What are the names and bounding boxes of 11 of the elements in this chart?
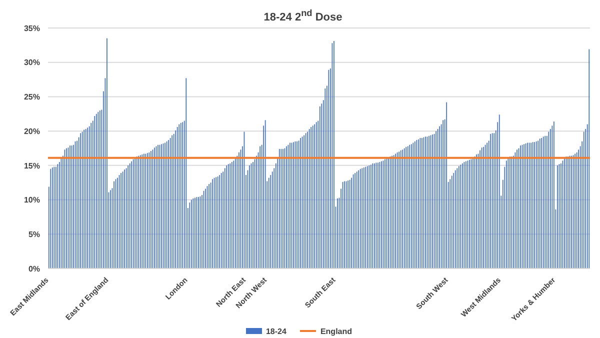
y-tick-label: 20% xyxy=(24,126,40,136)
y-tick-label: 10% xyxy=(24,196,40,205)
chart-title: 18-24 2$^{nd}$ Dose xyxy=(262,8,344,24)
y-tick-label: 35% xyxy=(24,24,40,33)
y-tick-label: 30% xyxy=(24,58,40,68)
y-tick-label: 0% xyxy=(28,264,40,274)
y-tick-label: 15% xyxy=(24,161,40,170)
legend-label: 18-24 xyxy=(266,326,286,336)
y-tick-label: 5% xyxy=(28,230,40,239)
legend-label: England xyxy=(320,326,352,336)
y-tick-label: 25% xyxy=(24,92,40,102)
